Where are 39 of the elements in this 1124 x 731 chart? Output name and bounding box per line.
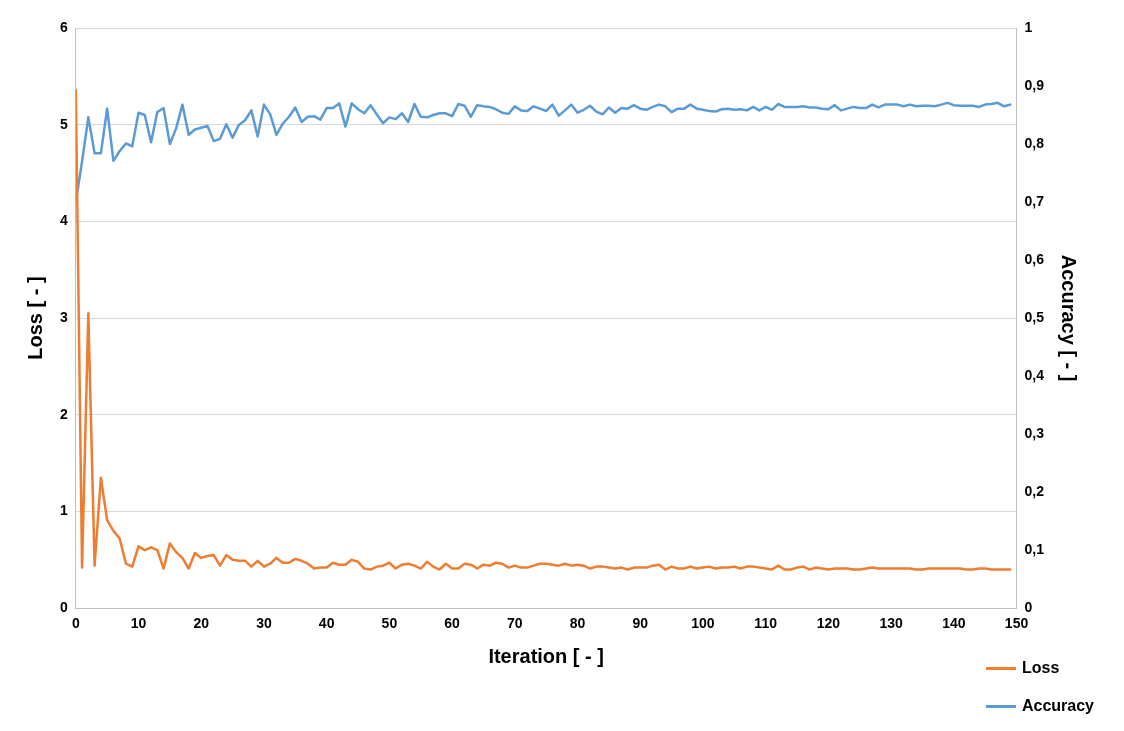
x-tick-label: 20 <box>193 615 210 632</box>
x-tick-label: 80 <box>569 615 586 632</box>
y2-tick-label: 0,2 <box>1024 483 1045 500</box>
x-tick-label: 0 <box>71 615 80 632</box>
legend-label: Loss <box>1021 659 1060 677</box>
x-tick-label: 150 <box>1004 615 1029 632</box>
y-tick-label: 4 <box>59 212 68 229</box>
y-tick-label: 6 <box>59 18 68 35</box>
x-tick-label: 140 <box>942 615 966 632</box>
legend-label: Accuracy <box>1021 697 1094 715</box>
x-tick-label: 50 <box>381 615 398 632</box>
y-axis-title: Loss [ - ] <box>23 276 46 360</box>
y-tick-label: 5 <box>59 115 68 132</box>
y-tick-label: 2 <box>59 405 68 422</box>
y2-tick-label: 0,4 <box>1024 366 1045 383</box>
y2-tick-label: 0,5 <box>1024 308 1045 325</box>
x-tick-label: 10 <box>130 615 147 632</box>
y2-tick-label: 0,9 <box>1024 76 1045 93</box>
y2-tick-label: 0,3 <box>1024 425 1045 441</box>
y2-tick-label: 1 <box>1024 18 1033 35</box>
x-tick-label: 60 <box>444 615 461 632</box>
y-tick-label: 1 <box>59 502 68 519</box>
x-tick-label: 100 <box>691 615 715 632</box>
x-axis-title: Iteration [ - ] <box>488 644 604 667</box>
x-tick-label: 90 <box>632 615 649 632</box>
y-tick-label: 0 <box>59 599 68 616</box>
x-tick-label: 130 <box>879 615 903 632</box>
y2-tick-label: 0,8 <box>1024 134 1045 151</box>
y2-tick-label: 0 <box>1024 599 1033 616</box>
y2-tick-label: 0,6 <box>1024 250 1045 267</box>
x-tick-label: 70 <box>507 615 523 632</box>
x-tick-label: 120 <box>816 615 841 632</box>
x-tick-label: 40 <box>318 615 335 632</box>
y2-tick-label: 0,7 <box>1024 192 1045 209</box>
y2-axis-title: Accuracy [ - ] <box>1058 254 1081 382</box>
y2-tick-label: 0,1 <box>1024 541 1045 558</box>
x-tick-label: 30 <box>256 615 272 632</box>
x-tick-label: 110 <box>754 615 778 632</box>
y-tick-label: 3 <box>59 308 68 325</box>
